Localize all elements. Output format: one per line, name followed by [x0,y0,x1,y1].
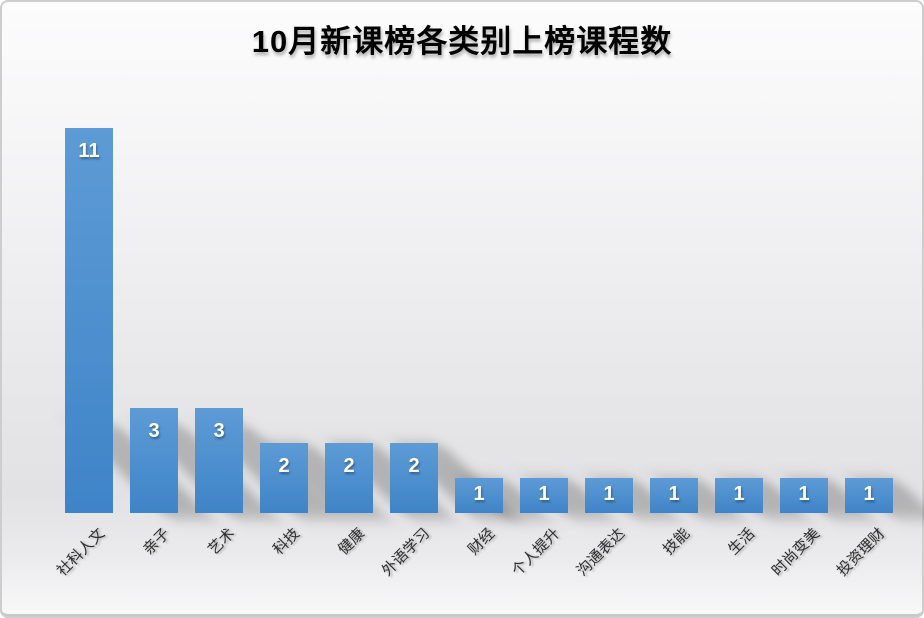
bar-value-label: 3 [148,420,160,442]
bar: 1 [845,478,893,513]
bar: 1 [520,478,568,513]
bar-value-label: 1 [863,483,875,505]
category-label: 亲子 [139,525,174,559]
bar: 1 [780,478,828,513]
bar-value-label: 3 [213,420,225,442]
chart-title: 10月新课榜各类别上榜课程数 [251,24,673,59]
bar: 2 [390,443,438,513]
category-label: 沟通表达 [573,525,629,580]
bar-value-label: 11 [78,140,100,162]
bar-value-label: 1 [538,483,550,505]
category-label: 外语学习 [378,525,434,580]
bar: 1 [715,478,763,513]
bar-value-label: 1 [668,483,680,505]
category-label: 艺术 [204,525,239,559]
bar-value-label: 2 [408,455,420,477]
bar: 3 [130,408,178,513]
bar-value-label: 1 [473,483,485,505]
category-label: 社科人文 [53,525,109,580]
category-label: 技能 [659,525,694,559]
category-label: 财经 [464,525,499,559]
category-label: 生活 [724,525,759,559]
category-label: 健康 [334,525,369,559]
bar: 1 [585,478,633,513]
bar: 2 [325,443,373,513]
bar: 3 [195,408,243,513]
bar: 11 [65,128,113,513]
bar: 1 [455,478,503,513]
bar-value-label: 1 [798,483,810,505]
bar: 1 [650,478,698,513]
bar: 2 [260,443,308,513]
category-label: 个人提升 [508,525,564,580]
bar-value-label: 2 [278,455,290,477]
bar-value-label: 1 [733,483,745,505]
category-label: 投资理财 [833,525,889,580]
bar-value-label: 1 [603,483,615,505]
bar-value-label: 2 [343,455,355,477]
category-label: 科技 [269,525,304,559]
category-label: 时尚变美 [768,525,824,580]
